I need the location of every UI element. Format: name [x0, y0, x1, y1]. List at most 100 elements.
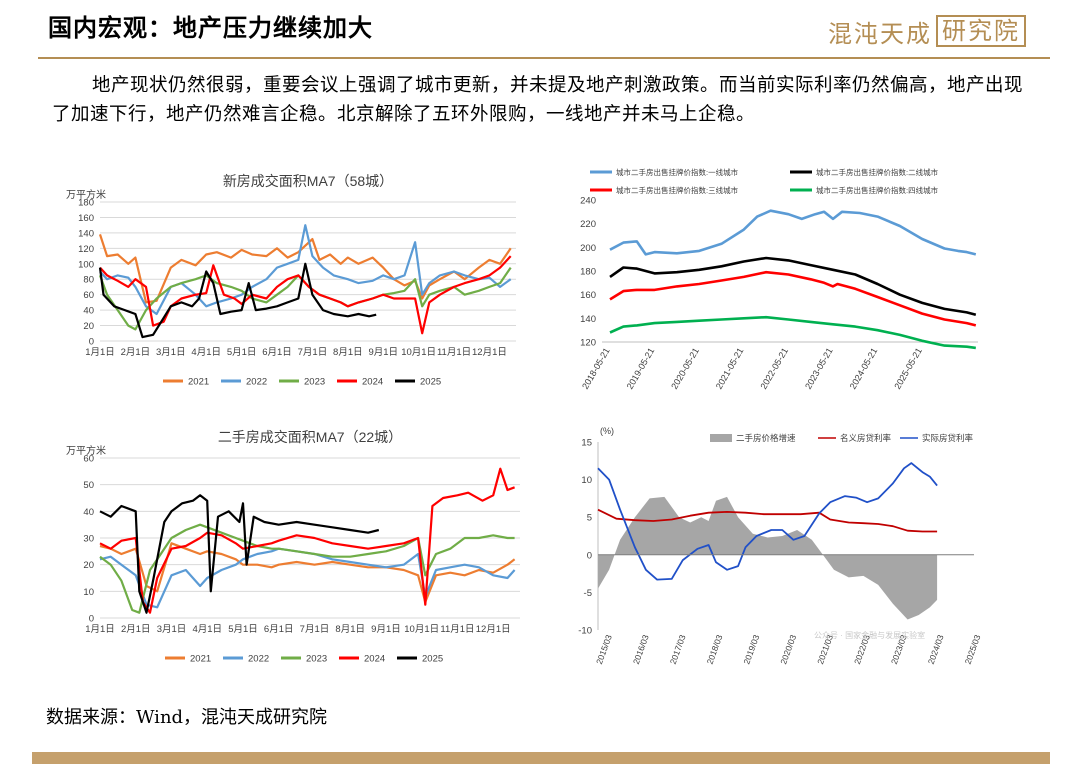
series-line: [609, 209, 977, 256]
chart-listing-price-index: 120 140 160 180 200 220 240 2018-05-21 2019-05-2…: [580, 167, 978, 391]
legend-label: 2024: [362, 377, 383, 388]
y-tick-label: 60: [83, 290, 94, 301]
legend-label: 2021: [188, 377, 209, 388]
legend-label: 2022: [246, 377, 267, 388]
y-tick-label: 160: [580, 290, 596, 301]
x-tick-label: 3月1日: [157, 624, 187, 635]
x-tick-label: 9月1日: [371, 624, 401, 635]
y-tick-label: 160: [78, 213, 94, 224]
x-tick-label: 8月1日: [333, 347, 363, 358]
legend-label: 城市二手房出售挂牌价指数:三线城市: [616, 185, 739, 195]
watermark-text: 公众号 · 国家金融与发展实验室: [814, 630, 925, 640]
series-line-2024: [99, 467, 515, 614]
x-tick-label: 2016/03: [631, 633, 651, 666]
data-source: 数据来源：Wind，混沌天成研究院: [46, 707, 328, 728]
y-tick-label: 80: [83, 275, 94, 286]
legend-label: 城市二手房出售挂牌价指数:二线城市: [816, 167, 939, 177]
x-tick-label: 2020-05-21: [669, 346, 701, 391]
y-tick-label: 60: [83, 454, 94, 465]
x-tick-label: 2020/03: [778, 633, 798, 666]
y-tick-label: 20: [83, 560, 94, 571]
y-tick-label: 40: [83, 507, 94, 518]
x-tick-label: 2021-05-21: [714, 346, 746, 391]
legend-label: 2023: [304, 377, 325, 388]
legend-label: 名义房贷利率: [840, 433, 892, 443]
logo-text: 混沌天成: [828, 19, 932, 48]
x-tick-label: 2019-05-21: [625, 346, 657, 391]
logo-box-text: 研究院: [936, 15, 1026, 47]
series-line: [597, 508, 938, 533]
page-title: 国内宏观：地产压力继续加大: [48, 13, 373, 42]
y-axis-unit: 万平方米: [66, 188, 106, 201]
y-tick-label: 180: [580, 267, 596, 278]
series-line-2023: [99, 523, 515, 614]
legend-label: 二手房价格增速: [736, 433, 796, 443]
x-tick-label: 4月1日: [192, 624, 222, 635]
x-tick-label: 2015/03: [594, 633, 614, 666]
y-tick-label: 0: [89, 614, 94, 625]
x-tick-label: 2024-05-21: [848, 346, 880, 391]
x-tick-label: 2月1日: [121, 624, 151, 635]
series-line: [609, 256, 977, 317]
y-tick-label: 120: [78, 244, 94, 255]
legend-label: 2025: [422, 654, 443, 665]
y-tick-label: 15: [581, 438, 592, 449]
brand-logo: 混沌天成 研究院: [828, 14, 1026, 48]
y-tick-label: 140: [78, 228, 94, 239]
y-tick-label: -10: [578, 626, 592, 637]
x-tick-label: 9月1日: [368, 347, 398, 358]
y-tick-label: 140: [580, 314, 596, 325]
x-tick-label: 10月1日: [404, 624, 439, 635]
x-tick-label: 6月1日: [264, 624, 294, 635]
x-tick-label: 12月1日: [476, 624, 511, 635]
series-line-2025: [98, 262, 377, 339]
series-line: [609, 270, 977, 327]
y-tick-label: -5: [584, 588, 592, 599]
x-tick-label: 5月1日: [227, 347, 257, 358]
y-tick-label: 180: [78, 198, 94, 209]
y-tick-label: 100: [78, 259, 94, 270]
x-tick-label: 10月1日: [401, 347, 436, 358]
x-tick-label: 11月1日: [440, 624, 474, 635]
series-line-2022: [99, 224, 512, 316]
series-line: [597, 462, 938, 581]
y-tick-label: 120: [580, 338, 596, 349]
x-tick-label: 2018/03: [705, 633, 725, 666]
x-tick-label: 12月1日: [472, 347, 507, 358]
chart-new-house-area: 新房成交面积MA7（58城） 万平方米 0 20 40 60 80 100 120 140 160 1…: [66, 173, 516, 388]
legend-label: 2024: [364, 654, 385, 665]
y-tick-label: 50: [83, 480, 94, 491]
y-tick-label: 0: [89, 337, 94, 348]
x-tick-label: 6月1日: [262, 347, 292, 358]
series-line-2025: [99, 494, 380, 614]
y-tick-label: 220: [580, 219, 596, 230]
y-tick-label: 200: [580, 243, 596, 254]
y-tick-label: 40: [83, 306, 94, 317]
y-tick-label: 5: [587, 513, 592, 524]
y-tick-label: 240: [580, 196, 596, 207]
legend-label: 2021: [190, 654, 211, 665]
series-area: [598, 496, 938, 620]
chart-title: 二手房成交面积MA7（22城）: [218, 429, 402, 445]
legend-label: 实际房贷利率: [922, 433, 974, 443]
x-tick-label: 7月1日: [300, 624, 330, 635]
x-tick-label: 2025/03: [963, 633, 983, 666]
x-tick-label: 2017/03: [668, 633, 688, 666]
x-tick-label: 1月1日: [85, 347, 115, 358]
x-tick-label: 3月1日: [156, 347, 186, 358]
legend-label: 2025: [420, 377, 441, 388]
legend-label: 城市二手房出售挂牌价指数:一线城市: [616, 167, 739, 177]
x-tick-label: 2022-05-21: [758, 346, 790, 391]
legend-label: 城市二手房出售挂牌价指数:四线城市: [816, 185, 939, 195]
series-line: [609, 315, 976, 350]
header-rule: [38, 57, 1050, 59]
x-tick-label: 2025-05-21: [892, 346, 924, 391]
x-tick-label: 2023-05-21: [803, 346, 835, 391]
x-tick-label: 7月1日: [298, 347, 328, 358]
chart-mortgage-rate: (%) -10 -5 0 5 10 15 2015/03 2016/03 2017/03 2018/…: [578, 426, 983, 666]
legend-label: 2023: [306, 654, 327, 665]
legend-swatch: [710, 434, 732, 442]
legend-label: 2022: [248, 654, 269, 665]
series-line-2021: [98, 234, 512, 304]
y-tick-label: 30: [83, 534, 94, 545]
